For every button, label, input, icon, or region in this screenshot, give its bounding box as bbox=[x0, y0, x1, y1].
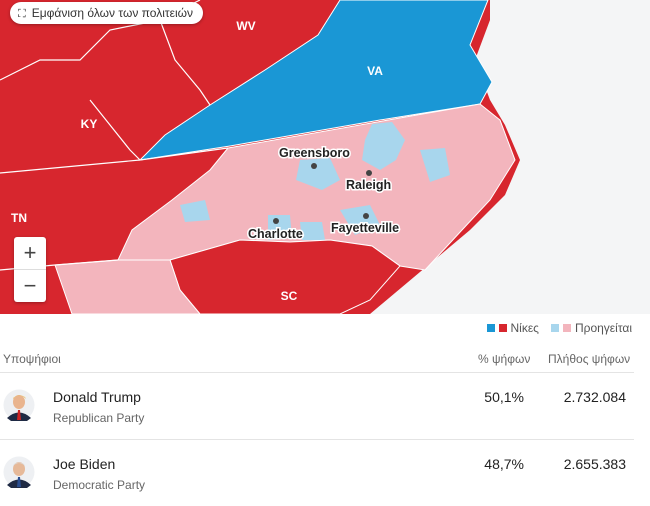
candidate-row[interactable]: Joe Biden Democratic Party 48,7% 2.655.3… bbox=[0, 439, 634, 506]
candidate-party: Democratic Party bbox=[53, 478, 146, 492]
legend: Νίκες Προηγείται bbox=[486, 321, 632, 335]
vote-percent: 48,7% bbox=[484, 456, 524, 472]
city-label: Fayetteville bbox=[331, 221, 399, 235]
candidate-party: Republican Party bbox=[53, 411, 145, 425]
city-label: Charlotte bbox=[248, 227, 303, 241]
legend-label: Προηγείται bbox=[574, 321, 632, 335]
candidate-name: Donald Trump bbox=[53, 389, 141, 405]
map: WV VA KY TN SC Greensboro Raleigh Charlo… bbox=[0, 0, 650, 314]
candidate-name: Joe Biden bbox=[53, 456, 116, 472]
avatar bbox=[3, 389, 35, 421]
legend-label: Νίκες bbox=[510, 321, 539, 335]
column-header: Πλήθος ψήφων bbox=[548, 352, 631, 366]
state-label: KY bbox=[81, 117, 98, 131]
column-header: Υποψήφιοι bbox=[3, 352, 61, 366]
state-label: VA bbox=[367, 64, 383, 78]
avatar bbox=[3, 456, 35, 488]
vote-percent: 50,1% bbox=[484, 389, 524, 405]
zoom-out[interactable]: − bbox=[23, 273, 37, 298]
city-label: Greensboro bbox=[279, 146, 350, 160]
zoom-control: + − bbox=[14, 237, 46, 302]
button-label: Εμφάνιση όλων των πολιτειών bbox=[31, 6, 194, 20]
candidate-row[interactable]: Donald Trump Republican Party 50,1% 2.73… bbox=[0, 372, 634, 439]
vote-count: 2.655.383 bbox=[563, 456, 626, 472]
column-header: % ψήφων bbox=[478, 352, 531, 366]
state-label: SC bbox=[281, 289, 298, 303]
zoom-in[interactable]: + bbox=[14, 237, 46, 270]
city-label: Raleigh bbox=[346, 178, 391, 192]
vote-count: 2.732.084 bbox=[563, 389, 626, 405]
show-all-states-button[interactable]: ⛶ Εμφάνιση όλων των πολιτειών bbox=[10, 2, 204, 24]
state-label: WV bbox=[236, 19, 255, 33]
state-label: TN bbox=[11, 211, 27, 225]
